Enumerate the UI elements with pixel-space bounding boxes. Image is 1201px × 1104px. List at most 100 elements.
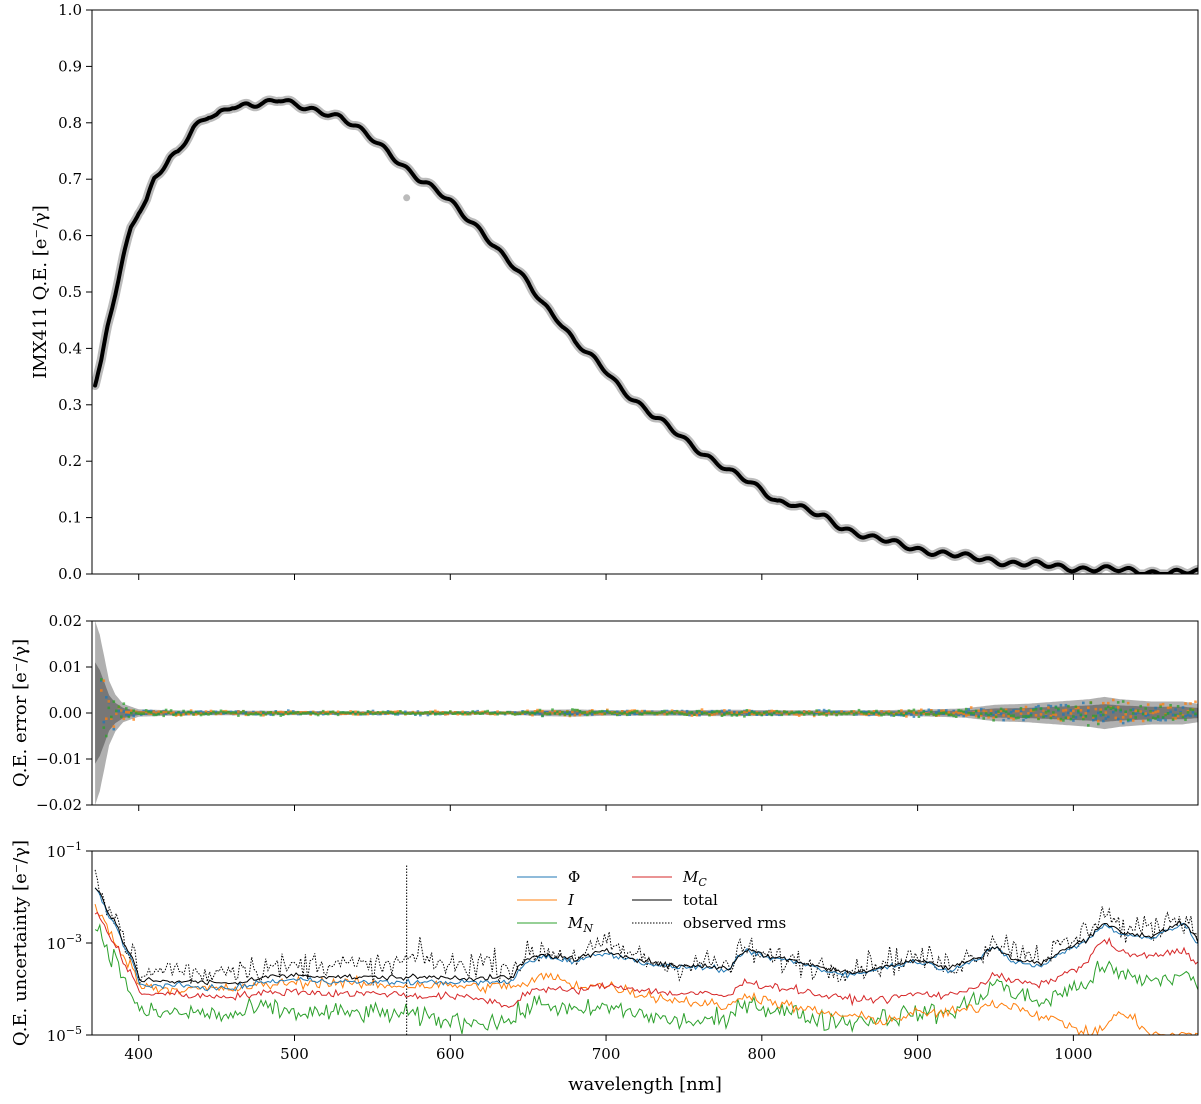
- error-point: [1009, 714, 1013, 718]
- error-point: [1094, 717, 1098, 720]
- error-point: [797, 710, 801, 714]
- error-point: [987, 716, 990, 719]
- error-point: [830, 710, 833, 714]
- error-point: [1159, 703, 1162, 707]
- error-point: [658, 711, 661, 714]
- error-point: [219, 709, 223, 713]
- error-point: [209, 709, 213, 713]
- error-point: [1149, 710, 1152, 713]
- error-point: [541, 714, 544, 718]
- error-point: [982, 717, 985, 720]
- error-point: [1102, 713, 1105, 717]
- error-point: [825, 714, 828, 717]
- error-point: [1104, 707, 1108, 710]
- error-point: [765, 710, 769, 714]
- error-point: [688, 713, 691, 717]
- error-point: [1067, 716, 1070, 719]
- error-point: [152, 713, 155, 717]
- error-point: [783, 710, 786, 713]
- error-point: [700, 712, 704, 715]
- error-point: [359, 712, 362, 715]
- error-point: [797, 714, 801, 717]
- error-point: [1067, 704, 1070, 708]
- error-point: [247, 713, 250, 717]
- error-point: [957, 711, 960, 715]
- error-point: [1014, 709, 1018, 713]
- error-point: [518, 712, 522, 715]
- error-point: [411, 711, 415, 715]
- qe-outlier-point: [403, 194, 411, 202]
- error-point: [962, 712, 965, 716]
- error-point: [1184, 702, 1187, 705]
- error-point: [638, 712, 641, 716]
- error-point: [583, 711, 587, 714]
- error-point: [665, 712, 669, 716]
- error-point: [743, 710, 746, 714]
- x-tick-label: 400: [124, 1045, 153, 1063]
- error-point: [969, 706, 973, 709]
- error-point: [860, 710, 863, 714]
- qe-panel: 0.0 0.1 0.2 0.3 0.4 0.5 0.6 0.7 0.8 0.9 1.0 IMX411…: [30, 1, 1199, 583]
- error-point: [439, 711, 442, 715]
- error-point: [1146, 718, 1150, 722]
- error-point: [910, 713, 913, 716]
- error-point: [690, 711, 694, 714]
- error-point: [830, 712, 833, 716]
- error-point: [486, 709, 489, 713]
- error-point: [1126, 701, 1130, 705]
- error-point: [1082, 701, 1085, 705]
- qe-shadow-band: [92, 95, 1198, 574]
- error-point: [847, 712, 851, 715]
- error-point: [493, 713, 497, 716]
- error-point: [635, 712, 639, 715]
- error-point: [1062, 709, 1065, 712]
- qe-y-tick-label: 0.7: [58, 170, 82, 188]
- error-point: [1064, 703, 1068, 707]
- error-point: [434, 712, 437, 716]
- error-point: [745, 709, 749, 712]
- error-point: [1164, 713, 1167, 717]
- error-point: [454, 712, 457, 715]
- error-point: [197, 710, 200, 713]
- error-point: [164, 708, 168, 712]
- error-point: [1107, 715, 1110, 719]
- error-point: [456, 712, 460, 716]
- error-point: [959, 711, 963, 715]
- error-point: [202, 711, 205, 714]
- error-point: [488, 712, 492, 715]
- error-point: [992, 716, 995, 719]
- error-point: [1146, 713, 1150, 717]
- error-point: [984, 711, 988, 715]
- error-point: [1049, 704, 1053, 708]
- error-point: [364, 712, 367, 715]
- error-point: [880, 710, 883, 713]
- error-point: [1097, 722, 1100, 726]
- x-tick-label: 500: [280, 1045, 309, 1063]
- error-point: [1082, 716, 1085, 719]
- error-point: [416, 711, 420, 715]
- error-point: [616, 710, 619, 714]
- error-point: [127, 714, 131, 717]
- error-point: [820, 712, 823, 716]
- error-point: [1019, 707, 1023, 710]
- error-point: [902, 714, 906, 717]
- error-point: [977, 715, 980, 719]
- error-point: [1151, 716, 1155, 720]
- error-point: [351, 712, 355, 716]
- error-point: [269, 711, 273, 714]
- error-point: [700, 711, 704, 714]
- error-point: [964, 707, 968, 711]
- error-point: [1002, 714, 1005, 717]
- error-point: [441, 711, 445, 714]
- error-point: [1136, 711, 1140, 714]
- error-point: [125, 707, 128, 710]
- error-point: [304, 712, 307, 715]
- error-point: [324, 710, 327, 714]
- error-point: [1064, 716, 1068, 720]
- error-point: [1037, 717, 1040, 721]
- error-point: [244, 712, 248, 715]
- error-point: [1004, 708, 1008, 712]
- error-point: [768, 712, 771, 716]
- error-point: [1032, 708, 1035, 712]
